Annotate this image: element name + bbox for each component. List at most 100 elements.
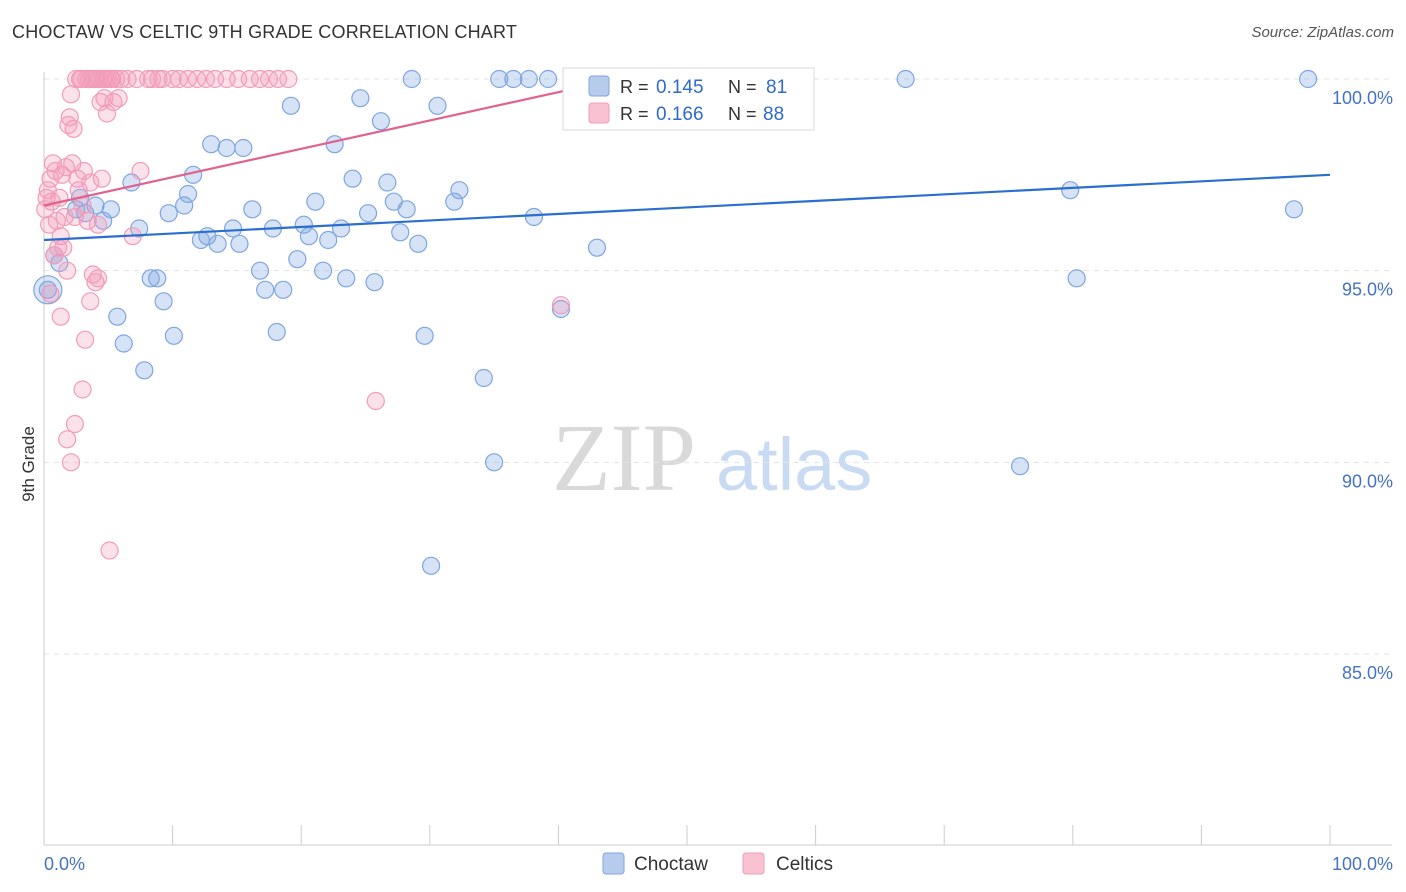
series-celtics-points (36, 69, 571, 560)
celtics-point (551, 296, 571, 315)
x-ticks (43, 825, 1331, 845)
choctaw-point (234, 138, 253, 158)
legend-swatch-choctaw (588, 75, 610, 97)
legend-r-label-choctaw: R = (620, 77, 649, 97)
bottom-legend-swatch-choctaw (602, 852, 625, 875)
choctaw-point (141, 269, 160, 288)
celtics-point (163, 69, 182, 89)
celtics-point (92, 169, 111, 188)
choctaw-point (474, 368, 493, 388)
celtics-point (112, 69, 131, 89)
choctaw-point (148, 269, 167, 288)
y-tick-label-3: 85.0% (1342, 663, 1393, 683)
legend: R = 0.145 N = 81 R = 0.166 N = 88 (562, 67, 815, 131)
celtics-point (81, 292, 100, 311)
choctaw-point (1067, 269, 1086, 288)
celtics-point (139, 69, 158, 89)
celtics-point (60, 108, 79, 127)
choctaw-point (114, 334, 133, 353)
celtics-point (100, 541, 119, 560)
y-tick-label-0: 100.0% (1332, 88, 1393, 108)
celtics-point (88, 215, 108, 234)
choctaw-point (1010, 457, 1030, 476)
bottom-legend-label-choctaw: Choctaw (634, 854, 708, 875)
celtics-point (61, 85, 81, 104)
choctaw-point (288, 250, 307, 269)
celtics-point (279, 69, 298, 89)
choctaw-point (135, 361, 154, 380)
choctaw-point (551, 299, 571, 319)
celtics-point (73, 196, 92, 215)
chart-title: CHOCTAW VS CELTIC 9TH GRADE CORRELATION … (12, 22, 518, 42)
celtics-point (73, 380, 92, 399)
y-tick-labels: 100.0% 95.0% 90.0% 85.0% (1332, 88, 1393, 683)
choctaw-point (397, 200, 416, 219)
celtics-point (78, 211, 97, 230)
legend-r-value-choctaw: 0.145 (656, 77, 704, 98)
legend-n-label-choctaw: N = (728, 77, 757, 97)
choctaw-point (319, 230, 338, 250)
celtics-point (65, 414, 84, 434)
celtics-point (61, 453, 81, 472)
celtics-point (109, 89, 128, 108)
choctaw-point (391, 223, 410, 242)
celtics-point (58, 261, 77, 280)
watermark-atlas: atlas (716, 423, 872, 506)
celtics-point (55, 207, 74, 227)
choctaw-point (358, 204, 378, 223)
choctaw-point (450, 181, 469, 200)
choctaw-point (519, 69, 538, 89)
celtics-trend-line (43, 74, 636, 207)
bottom-legend-label-celtics: Celtics (776, 854, 833, 875)
choctaw-point (415, 326, 434, 345)
watermark: ZIP atlas (552, 404, 872, 511)
celtics-point (41, 284, 60, 303)
choctaw-point (202, 135, 221, 154)
legend-r-label-celtics: R = (620, 104, 649, 124)
trend-lines (43, 74, 1331, 242)
choctaw-point (274, 280, 293, 299)
choctaw-point (378, 173, 397, 192)
choctaw-point (331, 219, 351, 238)
choctaw-point (101, 200, 120, 219)
celtics-point (131, 161, 150, 181)
choctaw-point (178, 184, 198, 204)
choctaw-point (428, 96, 447, 115)
choctaw-point (421, 556, 441, 575)
choctaw-point (409, 234, 428, 253)
celtics-point (81, 173, 100, 192)
choctaw-point (306, 192, 325, 211)
celtics-point (142, 69, 162, 89)
choctaw-point (256, 280, 275, 299)
choctaw-point (294, 215, 313, 234)
choctaw-point (108, 307, 127, 326)
celtics-point (76, 330, 95, 349)
celtics-point (74, 161, 93, 181)
celtics-point (88, 269, 108, 288)
x-tick-label-right: 100.0% (1332, 854, 1393, 874)
legend-n-label-celtics: N = (728, 104, 757, 124)
choctaw-point (343, 169, 362, 188)
choctaw-point (243, 200, 262, 219)
bottom-legend: Choctaw Celtics (602, 852, 833, 875)
choctaw-point (159, 204, 178, 223)
choctaw-point (325, 135, 344, 154)
grid-lines (44, 78, 1392, 655)
choctaw-point (281, 96, 301, 115)
legend-n-value-choctaw: 81 (766, 77, 787, 98)
y-axis-label: 9th Grade (19, 426, 38, 502)
choctaw-point (365, 273, 384, 292)
source-label: Source: ZipAtlas.com (1251, 24, 1394, 41)
choctaw-point (524, 207, 544, 227)
choctaw-point (896, 69, 915, 89)
choctaw-point (164, 326, 183, 345)
choctaw-point (490, 69, 509, 89)
choctaw-point (267, 322, 286, 342)
choctaw-point (1061, 181, 1080, 200)
celtics-point (58, 430, 77, 449)
choctaw-trend-line (43, 173, 1331, 242)
choctaw-point (299, 227, 319, 246)
y-tick-label-2: 90.0% (1342, 471, 1393, 491)
celtics-point (95, 89, 114, 108)
